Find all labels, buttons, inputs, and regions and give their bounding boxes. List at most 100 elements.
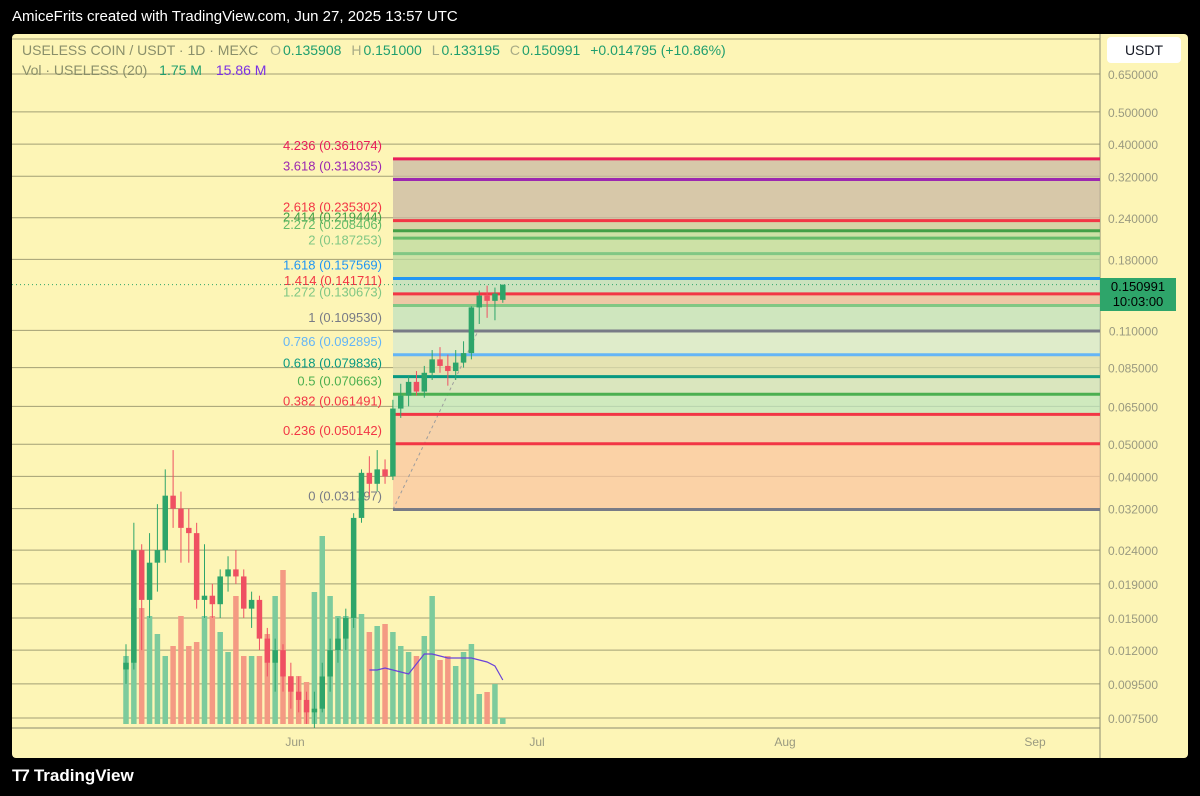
y-tick-label: 0.024000 [1108,544,1158,558]
volume-bar [366,632,373,724]
volume-bar [186,646,192,724]
high-key: H [351,42,362,58]
volume-bar [162,656,168,724]
candle-body [303,699,310,713]
volume-bar [248,656,255,724]
fib-zone [393,278,1100,294]
last-price-value: 0.150991 [1110,279,1166,294]
low-value: 0.133195 [441,42,500,58]
volume-bar [209,616,216,724]
volume-bar [350,616,357,724]
y-tick-label: 0.007500 [1108,712,1158,726]
y-tick-label: 0.032000 [1108,503,1158,517]
volume-bar [256,656,263,724]
y-tick-label: 0.040000 [1108,470,1158,484]
candle-body [256,599,263,639]
volume-bar [178,616,184,724]
volume-bar [123,656,129,724]
fib-level-label: 0.618 (0.079836) [283,356,382,371]
candle-body [484,295,490,301]
fib-level-label: 0.5 (0.070663) [297,373,382,388]
x-tick-label: Jun [285,735,304,749]
low-key: L [431,42,440,58]
candle-body [280,650,286,677]
candle-body [492,293,498,301]
fib-level-label: 1 (0.109530) [308,310,382,325]
candle-body [468,307,475,354]
chart-canvas[interactable]: 0.650000 0.500000 0.400000 0.320000 0.240000… [12,34,1188,758]
volume-bar [319,536,325,724]
fib-zone [393,376,1100,395]
chart-panel[interactable]: 0.650000 0.500000 0.400000 0.320000 0.240000… [12,34,1188,758]
candle-body [209,595,216,605]
legend-volume-row: Vol · USELESS (20) 1.75 M 15.86 M [22,60,732,80]
candle-body [319,676,325,709]
fib-level-label: 1.414 (0.141711) [284,273,382,288]
candle-body [437,359,443,366]
volume-bar [335,616,341,724]
fib-zone [393,230,1100,239]
volume-ma-value: 15.86 M [215,62,267,78]
fib-level-label: 3.618 (0.313035) [283,158,382,173]
candle-body [178,508,184,528]
candle-body [162,495,168,551]
volume-bar [264,634,271,724]
candle-body [146,562,153,600]
candle-body [123,662,129,670]
candle-body [170,495,176,509]
volume-bar [468,644,475,724]
x-tick-label: Jul [529,735,544,749]
fib-zone [393,293,1100,306]
y-tick-label: 0.110000 [1109,324,1158,338]
fib-zone [393,354,1100,377]
brand-label: TradingView [33,766,134,785]
fib-zone [393,443,1100,510]
volume-bar [170,646,176,724]
tradingview-logo-icon: T7 [12,766,30,785]
fib-level-label: 0.236 (0.050142) [283,423,382,438]
fib-zone [393,394,1100,415]
symbol-label[interactable]: USELESS COIN / USDT · 1D · MEXC [22,42,259,58]
volume-label[interactable]: Vol · USELESS (20) [22,62,148,78]
candle-body [311,708,318,713]
tradingview-logo[interactable]: T7 TradingView [12,766,134,786]
x-tick-label: Aug [774,735,795,749]
close-value: 0.150991 [521,42,581,58]
candle-body [154,550,161,563]
candle-body [390,408,396,477]
y-tick-label: 0.009500 [1108,678,1158,692]
candle-body [138,550,145,600]
fib-level-label: 2.272 (0.208406) [283,217,382,232]
volume-bar [241,656,247,724]
fib-level-label: 0.786 (0.092895) [283,334,382,349]
candle-body [476,295,482,308]
volume-bar [398,646,404,724]
volume-bar [138,608,145,724]
legend-ohlc-row: USELESS COIN / USDT · 1D · MEXC O 0.13590… [22,40,732,60]
volume-bar [374,626,380,724]
volume-bar [500,718,506,724]
y-tick-label: 0.065000 [1108,400,1158,414]
fib-level-label: 0.382 (0.061491) [283,393,382,408]
candle-body [186,527,192,534]
y-tick-label: 0.320000 [1108,170,1158,184]
volume-bar [492,684,498,724]
y-tick-label: 0.400000 [1108,138,1158,152]
candle-body [429,359,435,373]
fib-zone [393,331,1100,355]
candle-body [358,472,365,518]
candle-body [343,617,349,639]
candle-body [421,372,428,392]
volume-bar [201,616,208,724]
candle-body [193,533,200,600]
volume-bar [452,666,459,724]
volume-bar [421,636,428,724]
candle-body [288,676,294,692]
y-tick-label: 0.015000 [1108,612,1158,626]
fib-zone [393,305,1100,332]
currency-button[interactable]: USDT [1107,37,1181,63]
candle-body [366,472,373,484]
change-value: +0.014795 (+10.86%) [590,42,726,58]
volume-bar [217,632,223,724]
